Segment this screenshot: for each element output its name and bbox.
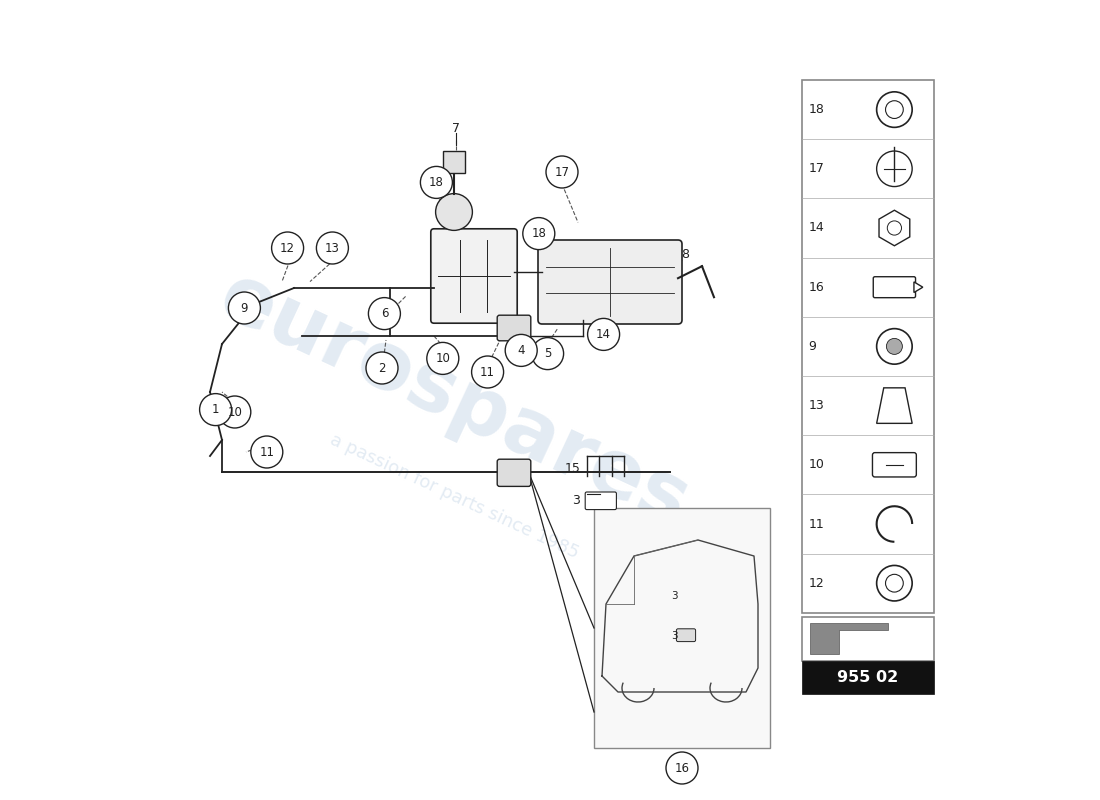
Text: 3: 3 bbox=[572, 494, 581, 506]
Text: 955 02: 955 02 bbox=[837, 670, 899, 685]
Circle shape bbox=[877, 566, 912, 601]
Text: 12: 12 bbox=[280, 242, 295, 254]
Polygon shape bbox=[877, 388, 912, 423]
Bar bbox=[594, 508, 770, 748]
FancyBboxPatch shape bbox=[872, 453, 916, 477]
Text: 13: 13 bbox=[324, 242, 340, 254]
Text: 16: 16 bbox=[808, 281, 824, 294]
Circle shape bbox=[427, 342, 459, 374]
Circle shape bbox=[546, 156, 578, 188]
Circle shape bbox=[420, 166, 452, 198]
Circle shape bbox=[587, 318, 619, 350]
Text: 8: 8 bbox=[681, 248, 690, 261]
FancyBboxPatch shape bbox=[676, 629, 695, 642]
Circle shape bbox=[877, 329, 912, 364]
Circle shape bbox=[368, 298, 400, 330]
Bar bbox=[802, 617, 934, 661]
Circle shape bbox=[877, 92, 912, 127]
Circle shape bbox=[886, 574, 903, 592]
Text: 11: 11 bbox=[480, 366, 495, 378]
Circle shape bbox=[888, 221, 902, 235]
FancyBboxPatch shape bbox=[873, 277, 915, 298]
FancyBboxPatch shape bbox=[497, 315, 531, 341]
Text: 5: 5 bbox=[543, 347, 551, 360]
Text: 18: 18 bbox=[531, 227, 547, 240]
FancyBboxPatch shape bbox=[538, 240, 682, 324]
Circle shape bbox=[251, 436, 283, 468]
Text: 10: 10 bbox=[808, 458, 824, 471]
Text: 17: 17 bbox=[808, 162, 824, 175]
Circle shape bbox=[229, 292, 261, 324]
Bar bbox=[802, 661, 934, 694]
FancyBboxPatch shape bbox=[431, 229, 517, 323]
Text: 14: 14 bbox=[596, 328, 612, 341]
Text: a passion for parts since 1985: a passion for parts since 1985 bbox=[327, 430, 581, 562]
Circle shape bbox=[436, 194, 472, 230]
Circle shape bbox=[887, 338, 902, 354]
Circle shape bbox=[505, 334, 537, 366]
Circle shape bbox=[531, 338, 563, 370]
Text: 9: 9 bbox=[241, 302, 249, 314]
FancyBboxPatch shape bbox=[497, 459, 531, 486]
Circle shape bbox=[219, 396, 251, 428]
Text: 18: 18 bbox=[429, 176, 443, 189]
Text: 9: 9 bbox=[808, 340, 816, 353]
Text: 3: 3 bbox=[671, 591, 678, 601]
Text: 13: 13 bbox=[808, 399, 824, 412]
Text: 6: 6 bbox=[381, 307, 388, 320]
Text: 7: 7 bbox=[452, 122, 460, 135]
Text: 2: 2 bbox=[378, 362, 386, 374]
Polygon shape bbox=[810, 623, 888, 654]
Text: 11: 11 bbox=[260, 446, 274, 458]
Bar bbox=[802, 80, 934, 613]
Circle shape bbox=[472, 356, 504, 388]
Circle shape bbox=[877, 151, 912, 186]
Circle shape bbox=[886, 101, 903, 118]
Text: 16: 16 bbox=[674, 762, 690, 774]
Circle shape bbox=[666, 752, 698, 784]
Text: 10: 10 bbox=[228, 406, 242, 418]
FancyBboxPatch shape bbox=[585, 492, 616, 510]
Circle shape bbox=[522, 218, 554, 250]
Text: 4: 4 bbox=[517, 344, 525, 357]
Text: 18: 18 bbox=[808, 103, 824, 116]
Text: 11: 11 bbox=[808, 518, 824, 530]
Circle shape bbox=[199, 394, 232, 426]
Text: 15: 15 bbox=[564, 462, 581, 474]
Circle shape bbox=[366, 352, 398, 384]
Text: 3: 3 bbox=[671, 631, 678, 641]
Text: 14: 14 bbox=[808, 222, 824, 234]
Circle shape bbox=[317, 232, 349, 264]
Text: 10: 10 bbox=[436, 352, 450, 365]
Polygon shape bbox=[914, 282, 923, 293]
Text: eurospares: eurospares bbox=[207, 257, 702, 543]
Circle shape bbox=[272, 232, 304, 264]
Text: 12: 12 bbox=[808, 577, 824, 590]
Polygon shape bbox=[879, 210, 910, 246]
Text: 1: 1 bbox=[212, 403, 219, 416]
FancyBboxPatch shape bbox=[443, 151, 465, 173]
Text: 17: 17 bbox=[554, 166, 570, 178]
